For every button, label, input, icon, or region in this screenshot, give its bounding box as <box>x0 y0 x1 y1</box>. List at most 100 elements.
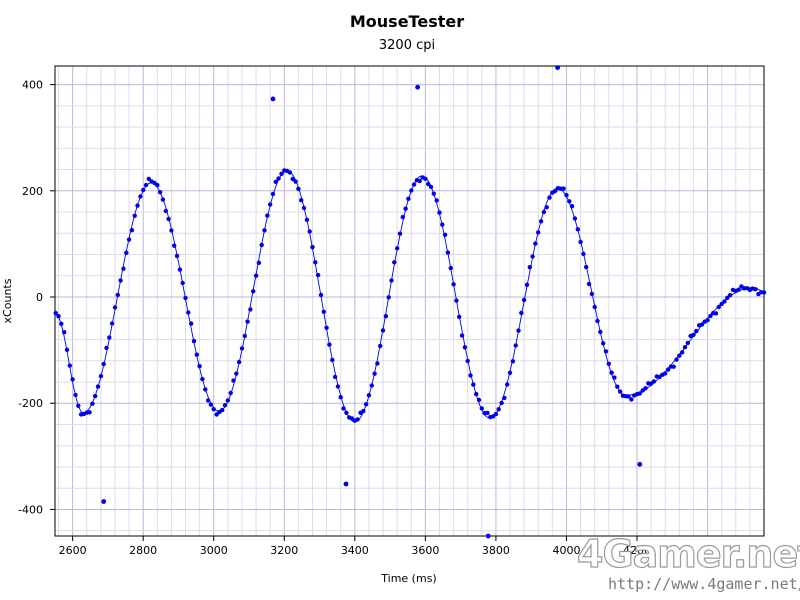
data-point <box>332 374 338 380</box>
data-point <box>112 305 118 310</box>
data-point <box>211 407 216 412</box>
data-point <box>222 403 228 408</box>
data-point <box>389 278 394 283</box>
data-point <box>259 242 264 248</box>
data-point <box>307 229 312 234</box>
data-point <box>685 340 690 346</box>
data-point <box>138 194 143 199</box>
data-point <box>445 250 451 255</box>
data-point <box>324 325 329 330</box>
data-point <box>372 371 377 376</box>
data-point <box>448 265 453 271</box>
data-point <box>595 318 600 324</box>
series-xcounts <box>53 65 767 539</box>
x-tick-label: 3000 <box>200 544 228 557</box>
data-point <box>476 397 482 403</box>
data-point <box>708 313 713 319</box>
data-point <box>663 371 668 376</box>
data-point <box>575 227 580 232</box>
outlier-point <box>485 533 491 539</box>
data-point <box>479 406 484 411</box>
data-point <box>459 333 465 338</box>
x-tick-label: 3400 <box>341 544 369 557</box>
data-point <box>239 346 245 351</box>
data-point <box>592 304 597 310</box>
data-point <box>567 199 572 204</box>
outlier-point <box>415 84 420 90</box>
data-point <box>56 314 61 319</box>
data-point <box>411 182 417 187</box>
data-point <box>680 350 685 355</box>
data-point <box>135 203 140 208</box>
data-point <box>95 384 101 389</box>
data-point <box>189 321 194 326</box>
data-point <box>716 304 721 310</box>
data-point <box>578 239 583 245</box>
data-point <box>386 295 391 300</box>
data-point <box>524 282 530 287</box>
data-point <box>493 411 499 417</box>
data-point <box>163 208 168 214</box>
data-point <box>612 375 617 380</box>
data-point <box>694 328 699 334</box>
data-point <box>104 345 109 351</box>
data-point <box>197 364 202 369</box>
data-point <box>287 170 293 175</box>
data-point <box>279 171 284 176</box>
data-point <box>341 406 346 411</box>
data-point <box>521 297 527 303</box>
data-point <box>674 357 679 362</box>
data-point <box>338 395 343 400</box>
data-point <box>183 295 188 301</box>
data-point <box>699 322 705 327</box>
y-tick-label: -200 <box>18 397 43 410</box>
data-point <box>335 384 341 389</box>
outlier-point <box>555 65 560 70</box>
data-point <box>719 301 724 307</box>
data-point <box>146 176 151 182</box>
data-point <box>431 191 436 196</box>
data-point <box>321 309 326 314</box>
outlier-point <box>270 96 276 102</box>
data-point <box>265 213 270 218</box>
data-point <box>290 176 295 182</box>
y-tick-label: 200 <box>22 185 43 198</box>
chart-title: MouseTester <box>350 12 464 31</box>
data-point <box>589 291 595 297</box>
data-point <box>242 333 247 339</box>
data-point <box>428 184 434 190</box>
axis-ticks: 2600 2800 3000 3200 3400 3600 3800 4000 4200-400… <box>18 79 651 557</box>
data-point <box>101 361 106 367</box>
data-point <box>516 328 521 333</box>
data-point <box>318 292 324 298</box>
data-point <box>395 246 400 251</box>
data-point <box>682 345 688 350</box>
y-tick-label: 400 <box>22 79 43 92</box>
data-point <box>248 307 253 312</box>
data-point <box>363 402 369 407</box>
data-point <box>485 410 490 416</box>
data-point <box>722 299 727 304</box>
data-point <box>564 193 569 198</box>
data-point <box>397 231 403 236</box>
watermark-logo: 4Gamer.net <box>577 532 800 576</box>
data-point <box>366 393 372 398</box>
data-point <box>251 289 256 294</box>
data-point <box>643 386 648 391</box>
data-point <box>584 264 589 270</box>
data-point <box>214 412 219 417</box>
data-point <box>301 205 307 211</box>
data-point <box>273 179 278 184</box>
watermark: 4Gamer.net http://www.4gamer.net/ <box>576 531 800 593</box>
data-point <box>310 244 315 250</box>
data-point <box>409 188 414 193</box>
data-point <box>276 176 281 181</box>
data-point <box>403 206 408 211</box>
data-point <box>383 314 389 319</box>
data-point <box>256 260 262 265</box>
y-tick-label: -400 <box>18 503 43 516</box>
data-point <box>541 209 547 215</box>
x-axis-label: Time (ms) <box>380 572 436 585</box>
data-point <box>606 361 611 366</box>
